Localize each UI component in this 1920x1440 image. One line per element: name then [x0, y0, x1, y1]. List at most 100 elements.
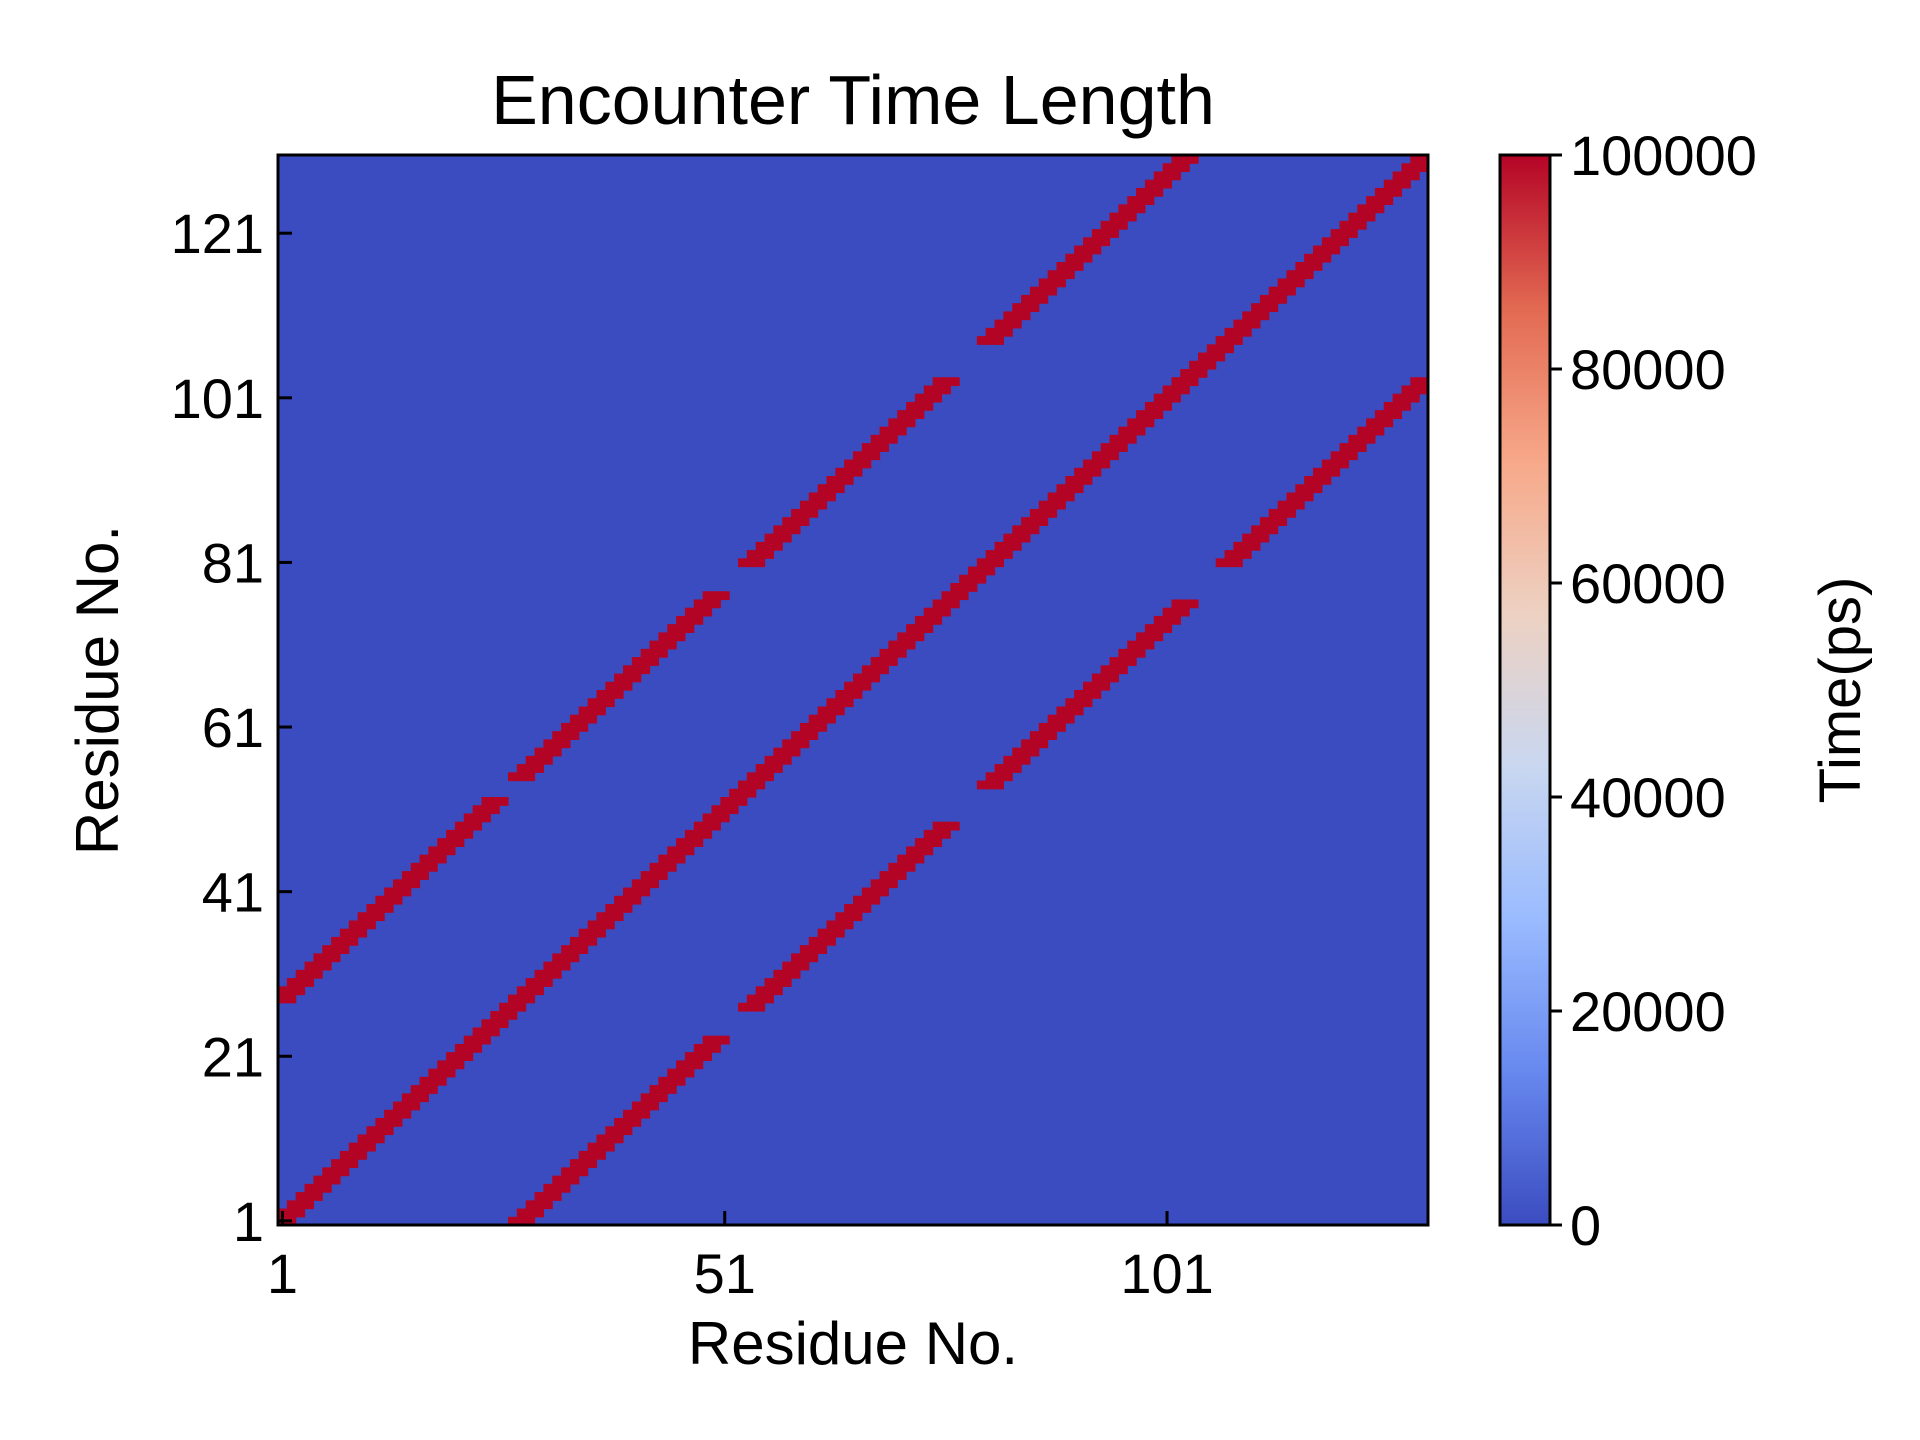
heatmap-cell	[1286, 492, 1296, 502]
heatmap-cell	[1012, 755, 1022, 765]
heatmap-cell	[1074, 690, 1084, 699]
heatmap-cell	[1330, 459, 1341, 469]
heatmap-cell	[1038, 286, 1049, 296]
heatmap-cell	[1383, 418, 1394, 428]
heatmap-cell	[1012, 319, 1022, 329]
heatmap-cell	[569, 1159, 580, 1168]
x-tick-label: 1	[267, 1242, 298, 1305]
heatmap-cell	[1171, 385, 1181, 395]
heatmap-cell	[994, 780, 1004, 790]
heatmap-cell	[569, 1175, 580, 1185]
heatmap-cell	[853, 467, 863, 477]
heatmap-cell	[702, 607, 713, 617]
heatmap-cell	[534, 755, 544, 765]
heatmap-cell	[357, 928, 368, 938]
heatmap-cell	[1091, 681, 1102, 691]
heatmap-cell	[1374, 410, 1385, 419]
heatmap-cell	[1313, 262, 1323, 271]
heatmap-cell	[410, 862, 421, 872]
heatmap-cell	[835, 690, 845, 699]
heatmap-cell	[1012, 533, 1022, 543]
heatmap-cell	[755, 541, 766, 551]
heatmap-cell	[525, 755, 536, 765]
heatmap-cell	[1047, 722, 1058, 732]
heatmap-cell	[985, 550, 996, 559]
heatmap-cell	[1038, 517, 1049, 526]
heatmap-cell	[631, 1109, 642, 1119]
heatmap-cell	[817, 936, 828, 946]
heatmap-cell	[313, 1192, 323, 1201]
heatmap-cell	[640, 887, 651, 897]
heatmap-cell	[322, 945, 332, 954]
heatmap-cell	[923, 838, 934, 847]
heatmap-cell	[702, 599, 713, 609]
heatmap-cell	[1383, 196, 1394, 205]
heatmap-cell	[1003, 327, 1013, 337]
heatmap-cell	[684, 1060, 695, 1070]
heatmap-cell	[1012, 303, 1022, 312]
heatmap-cell	[1357, 434, 1367, 444]
heatmap-cell	[446, 829, 456, 839]
heatmap-cell	[1295, 262, 1305, 271]
heatmap-cell	[393, 1109, 403, 1119]
heatmap-cell	[1171, 377, 1181, 387]
heatmap-cell	[826, 476, 836, 485]
heatmap-cell	[658, 871, 668, 880]
heatmap-cell	[543, 1200, 553, 1210]
heatmap-cell	[543, 747, 553, 757]
heatmap-cell	[1277, 278, 1288, 288]
heatmap-cell	[1321, 476, 1332, 485]
heatmap-cell	[844, 698, 854, 708]
heatmap-cell	[1083, 459, 1093, 469]
heatmap-cell	[658, 632, 668, 642]
heatmap-cell	[1136, 187, 1146, 197]
heatmap-cell	[791, 961, 801, 971]
heatmap-cell	[596, 920, 606, 930]
heatmap-cell	[1366, 426, 1376, 436]
heatmap-cell	[1224, 336, 1234, 345]
heatmap-cell	[410, 1101, 421, 1111]
heatmap-cell	[667, 846, 677, 856]
heatmap-cell	[1118, 212, 1128, 222]
heatmap-cell	[1118, 434, 1128, 444]
heatmap-cell	[1047, 270, 1058, 280]
heatmap-cell	[941, 821, 951, 831]
heatmap-cell	[782, 525, 792, 535]
heatmap-cell	[1374, 418, 1385, 428]
heatmap-cell	[755, 1002, 766, 1012]
heatmap-cell	[375, 1118, 385, 1127]
heatmap-cell	[1136, 426, 1146, 436]
heatmap-cell	[454, 1052, 465, 1061]
heatmap-cell	[631, 895, 642, 905]
heatmap-cell	[331, 945, 341, 954]
heatmap-cell	[861, 443, 872, 452]
heatmap-cell	[1144, 624, 1155, 633]
heatmap-cell	[481, 1035, 491, 1045]
heatmap-cell	[1056, 714, 1066, 724]
heatmap-cell	[499, 797, 509, 806]
heatmap-cell	[1091, 237, 1102, 247]
heatmap-cell	[313, 961, 323, 971]
colorbar-tick-label: 40000	[1570, 766, 1726, 829]
heatmap-cell	[738, 558, 748, 568]
heatmap-cell	[543, 739, 553, 749]
heatmap-cell	[799, 517, 810, 526]
heatmap-cell	[525, 772, 536, 782]
heatmap-cell	[994, 550, 1004, 559]
heatmap-cell	[410, 879, 421, 889]
heatmap-cell	[640, 871, 651, 880]
heatmap-cell	[835, 912, 845, 922]
heatmap-cell	[676, 615, 686, 625]
heatmap-cell	[959, 591, 969, 601]
heatmap-cell	[676, 632, 686, 642]
colorbar-ticks: 0 20000 40000 60000 80000 100000	[1550, 124, 1757, 1257]
heatmap-cell	[1357, 220, 1367, 230]
heatmap-cell	[1021, 525, 1031, 535]
heatmap-cell	[437, 1068, 447, 1078]
heatmap-cell	[684, 829, 695, 839]
heatmap-cell	[738, 797, 748, 806]
heatmap-cell	[1224, 550, 1234, 559]
heatmap-cell	[755, 558, 766, 568]
heatmap-cell	[375, 904, 385, 913]
heatmap-cell	[684, 624, 695, 633]
